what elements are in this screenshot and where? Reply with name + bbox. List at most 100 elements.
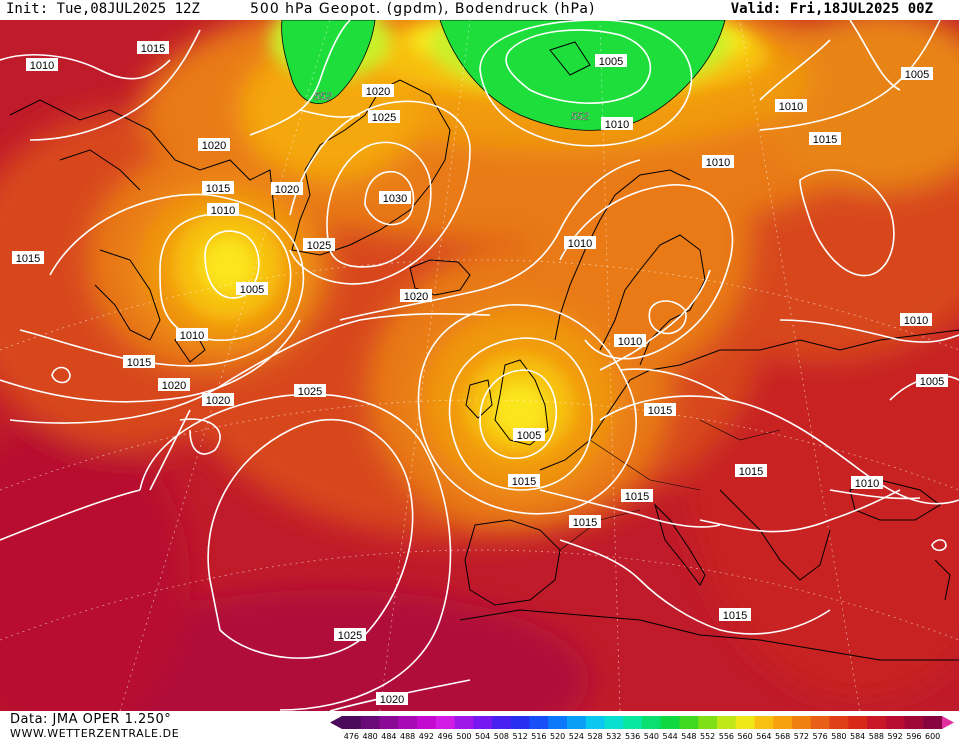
coast-greenland [291, 79, 451, 256]
scale-tick-label: 568 [775, 732, 790, 741]
isobar-label-box [379, 191, 411, 204]
website-label[interactable]: WWW.WETTERZENTRALE.DE [10, 727, 180, 740]
isobar-label: 1015 [723, 610, 747, 622]
coast-svalbard [549, 41, 591, 76]
isobar-label-box [198, 138, 230, 151]
isobar-1025-greenland [326, 141, 432, 268]
scale-arrow-left [330, 716, 342, 729]
scale-swatch [660, 716, 680, 729]
isobar-label-box [851, 476, 883, 489]
scale-tick-label: 488 [400, 732, 415, 741]
isobar-label: 1010 [568, 238, 592, 250]
isobar-label: 1020 [206, 395, 230, 407]
isobar-label-box [12, 251, 44, 264]
scale-tick-label: 524 [569, 732, 584, 741]
isobar-label-box [508, 474, 540, 487]
scale-swatch [435, 716, 455, 729]
weather-map[interactable]: 1015 1010 1020 1015 1010 1015 1020 1020 1025 1030… [0, 20, 959, 711]
field-green-greenland [281, 20, 376, 104]
geopot-label: 552 [571, 111, 589, 123]
isobar-label-box [569, 515, 601, 528]
lon-line [119, 20, 331, 711]
isobar-label: 1015 [141, 43, 165, 55]
isobar-label-box [735, 464, 767, 477]
isobar-label: 1010 [180, 330, 204, 342]
isobar-label: 1015 [127, 357, 151, 369]
isobar-label: 1005 [240, 284, 264, 296]
isobar-label-box [158, 378, 190, 391]
isobar-label-box [271, 182, 303, 195]
scale-swatch [754, 716, 774, 729]
isobar-1005-baltic [648, 300, 687, 335]
scale-swatch [773, 716, 793, 729]
scale-tick-label: 520 [550, 732, 565, 741]
isobar-1020-southwest [149, 409, 221, 491]
isobar-label: 1020 [404, 291, 428, 303]
scale-tick-label: 516 [531, 732, 546, 741]
isobar-label: 1005 [905, 69, 929, 81]
isobar-label-box [202, 393, 234, 406]
scale-swatch [454, 716, 474, 729]
isobar-label: 1010 [855, 478, 879, 490]
coast-north-africa [459, 609, 959, 661]
isobar-1010-scand [559, 184, 734, 360]
isobar-labels: 1015 1010 1020 1015 1010 1015 1020 1020 1025 1030… [12, 41, 948, 706]
init-time-label: Init: Tue,08JUL2025 12Z [6, 1, 200, 17]
isobar-1010-west [159, 213, 292, 341]
scale-tick-label: 500 [456, 732, 471, 741]
isobar-label: 1015 [648, 405, 672, 417]
isobar-1015-med [539, 489, 721, 528]
isobar-1015-south [0, 489, 141, 541]
scale-tick-label: 496 [437, 732, 452, 741]
isobar-label: 1025 [307, 240, 331, 252]
scale-swatch [792, 716, 812, 729]
isobar-label: 1020 [202, 140, 226, 152]
isobar-label: 1020 [380, 694, 404, 706]
field-yellow-west [200, 237, 256, 293]
isobar-label: 1010 [30, 60, 54, 72]
isobar-1010-ne [759, 20, 901, 101]
coast-balkans [719, 489, 831, 581]
scale-tick-label: 576 [812, 732, 827, 741]
scale-tick-label: 536 [625, 732, 640, 741]
scale-swatch [585, 716, 605, 729]
isobar-label: 1010 [211, 205, 235, 217]
isobar-label-box [123, 355, 155, 368]
valid-time-label: Valid: Fri,18JUL2025 00Z [730, 1, 933, 17]
scale-swatch [698, 716, 718, 729]
data-source-label: Data: JMA OPER 1.250° [10, 712, 172, 727]
scale-swatch [529, 716, 549, 729]
isobar-1015-russia [799, 169, 895, 277]
isobar-1025-azores [207, 418, 414, 659]
scale-arrow-right [942, 716, 954, 729]
isobar-label-box [294, 384, 326, 397]
isobar-label: 1025 [372, 112, 396, 124]
scale-swatch [398, 716, 418, 729]
isobar-label: 1025 [338, 630, 362, 642]
scale-tick-label: 596 [906, 732, 921, 741]
map-canvas[interactable]: 1015 1010 1020 1015 1010 1015 1020 1020 1025 1030… [0, 20, 959, 711]
isobar-label: 1015 [512, 476, 536, 488]
geopot-label: 552 [314, 91, 332, 103]
isobar-1015-northwest [29, 29, 201, 141]
isobar-label-box [614, 334, 646, 347]
isobar-label-box [901, 67, 933, 80]
scale-swatch [679, 716, 699, 729]
scale-tick-label: 528 [587, 732, 602, 741]
isobar-label: 1010 [779, 101, 803, 113]
scale-tick-label: 560 [737, 732, 752, 741]
isobar-label: 1015 [206, 183, 230, 195]
isobar-label-box [400, 289, 432, 302]
isobar-552-line [299, 109, 361, 118]
lat-line [0, 399, 959, 491]
lat-line [0, 259, 959, 351]
isobar-1010-mideast [829, 489, 921, 500]
isobar-label-box [916, 374, 948, 387]
scale-swatch [867, 716, 887, 729]
field-green-arctic [439, 20, 726, 131]
isobar-1020-west [0, 319, 301, 403]
chart-title: 500 hPa Geopot. (gpdm), Bodendruck (hPa) [250, 1, 596, 17]
scale-tick-label: 564 [756, 732, 771, 741]
isobar-1005-uk [479, 369, 557, 460]
isobar-1010-baltic [599, 269, 711, 371]
